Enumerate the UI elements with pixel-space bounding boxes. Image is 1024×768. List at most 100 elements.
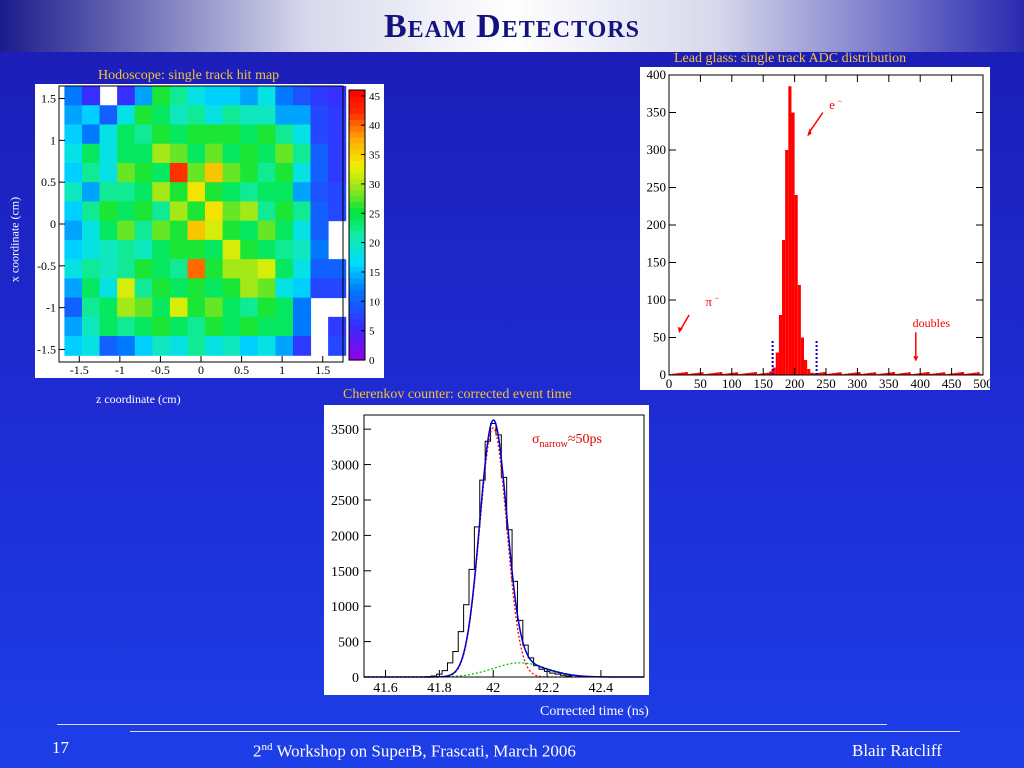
heatmap-cell: [117, 162, 136, 183]
x-tick-label: 500: [973, 376, 990, 390]
heatmap-cell: [222, 105, 241, 125]
background-bar: [904, 372, 908, 375]
y-tick-label: 1500: [331, 565, 359, 580]
background-bar: [838, 372, 842, 375]
background-bar: [860, 373, 864, 375]
background-bar: [920, 372, 924, 375]
heatmap-cell: [134, 105, 153, 125]
cherenkov-xlabel: Corrected time (ns): [540, 704, 649, 719]
colorbar-segment: [349, 207, 365, 214]
heatmap-cell: [310, 220, 329, 241]
heatmap-cell: [240, 259, 259, 279]
heatmap-cell: [275, 105, 294, 125]
colorbar-segment: [349, 131, 365, 138]
heatmap-cell: [134, 259, 153, 279]
heatmap-cell: [292, 220, 312, 241]
time-histogram: [425, 422, 572, 678]
histogram-bar: [794, 195, 798, 375]
colorbar-segment: [349, 277, 365, 285]
colorbar-tick-label: 10: [369, 296, 381, 308]
heatmap-cell: [222, 143, 241, 164]
histogram-bar: [800, 337, 805, 375]
heatmap-cell: [275, 143, 294, 164]
hodoscope-panel: -1.5 -1 -0.5 0 0.5 1 1.5 1.5 1 0.5 0 -0.5 -1 -1.5 45 40…: [35, 84, 384, 378]
background-bar: [684, 372, 688, 375]
heatmap-cell: [152, 105, 171, 125]
background-bar: [873, 372, 877, 375]
background-bar: [725, 373, 729, 375]
heatmap-cell: [222, 316, 241, 337]
histogram-bar: [769, 371, 773, 375]
heatmap-cell: [99, 162, 118, 183]
heatmap-cell: [152, 220, 171, 241]
x-tick-label: 450: [942, 376, 962, 390]
background-bar: [898, 373, 902, 375]
heatmap-cell: [205, 278, 224, 299]
heatmap-cell: [99, 278, 118, 299]
heatmap-cell: [292, 162, 312, 183]
heatmap-cell: [240, 143, 259, 164]
colorbar-segment: [349, 189, 365, 197]
colorbar-segment: [349, 248, 365, 255]
background-bar: [819, 372, 823, 375]
background-bar: [951, 373, 955, 375]
colorbar-segment: [349, 172, 365, 179]
heatmap-cell: [169, 259, 188, 279]
heatmap-cell: [64, 105, 83, 125]
heatmap-cell: [117, 124, 136, 145]
colorbar-frame: [348, 89, 366, 361]
colorbar-segment: [349, 354, 365, 361]
histogram-bar: [810, 372, 814, 375]
background-bar: [697, 372, 701, 375]
x-tick-label: 400: [910, 376, 930, 390]
histogram-bar: [797, 285, 801, 375]
heatmap-cell: [240, 201, 259, 222]
background-bar: [766, 372, 770, 375]
background-bar: [885, 372, 889, 375]
background-bar: [866, 373, 870, 375]
heatmap-cell: [169, 297, 188, 318]
histogram-bar: [775, 352, 779, 375]
heatmap-cell: [292, 259, 312, 279]
y-tick-label: 250: [647, 180, 667, 195]
heatmap-cell: [222, 336, 241, 356]
background-bar: [719, 372, 723, 375]
background-bar: [957, 372, 962, 375]
heatmap-cell: [257, 316, 276, 337]
background-bar: [888, 372, 892, 375]
y-tick-label: 100: [647, 292, 667, 307]
background-bar: [847, 373, 852, 375]
x-tick-label: 41.6: [373, 681, 398, 695]
heatmap-cell: [292, 124, 312, 145]
heatmap-cell: [82, 201, 101, 222]
heatmap-cell: [64, 201, 83, 222]
heatmap-cell: [310, 162, 329, 183]
heatmap-cell: [257, 124, 276, 145]
heatmap-cell: [187, 201, 206, 222]
colorbar-segment: [349, 260, 365, 267]
x-tick-label: 41.8: [427, 681, 452, 695]
colorbar-segment: [349, 336, 365, 343]
colorbar-segment: [349, 201, 365, 208]
heatmap-cell: [187, 86, 206, 106]
heatmap-cell: [257, 143, 276, 164]
background-bar: [901, 373, 905, 375]
heatmap-cell: [240, 220, 259, 241]
y-tick-label: 0: [50, 217, 56, 231]
y-tick-label: 0: [352, 671, 359, 686]
background-bar: [826, 373, 830, 375]
heatmap-cell: [187, 162, 206, 183]
leadglass-title: Lead glass: single track ADC distributio…: [674, 51, 907, 66]
background-bar: [939, 372, 943, 375]
x-tick-label: 150: [753, 376, 773, 390]
plot-frame: [668, 74, 984, 376]
x-tick-label: 0: [198, 363, 204, 377]
heatmap-cell: [240, 278, 259, 299]
heatmap-cell: [117, 143, 136, 164]
y-tick-label: 3000: [331, 459, 359, 474]
heatmap-cell: [187, 105, 206, 125]
heatmap-cell: [64, 182, 83, 202]
colorbar-segment: [349, 271, 365, 279]
background-bar: [760, 373, 764, 375]
heatmap-cell: [275, 182, 294, 202]
